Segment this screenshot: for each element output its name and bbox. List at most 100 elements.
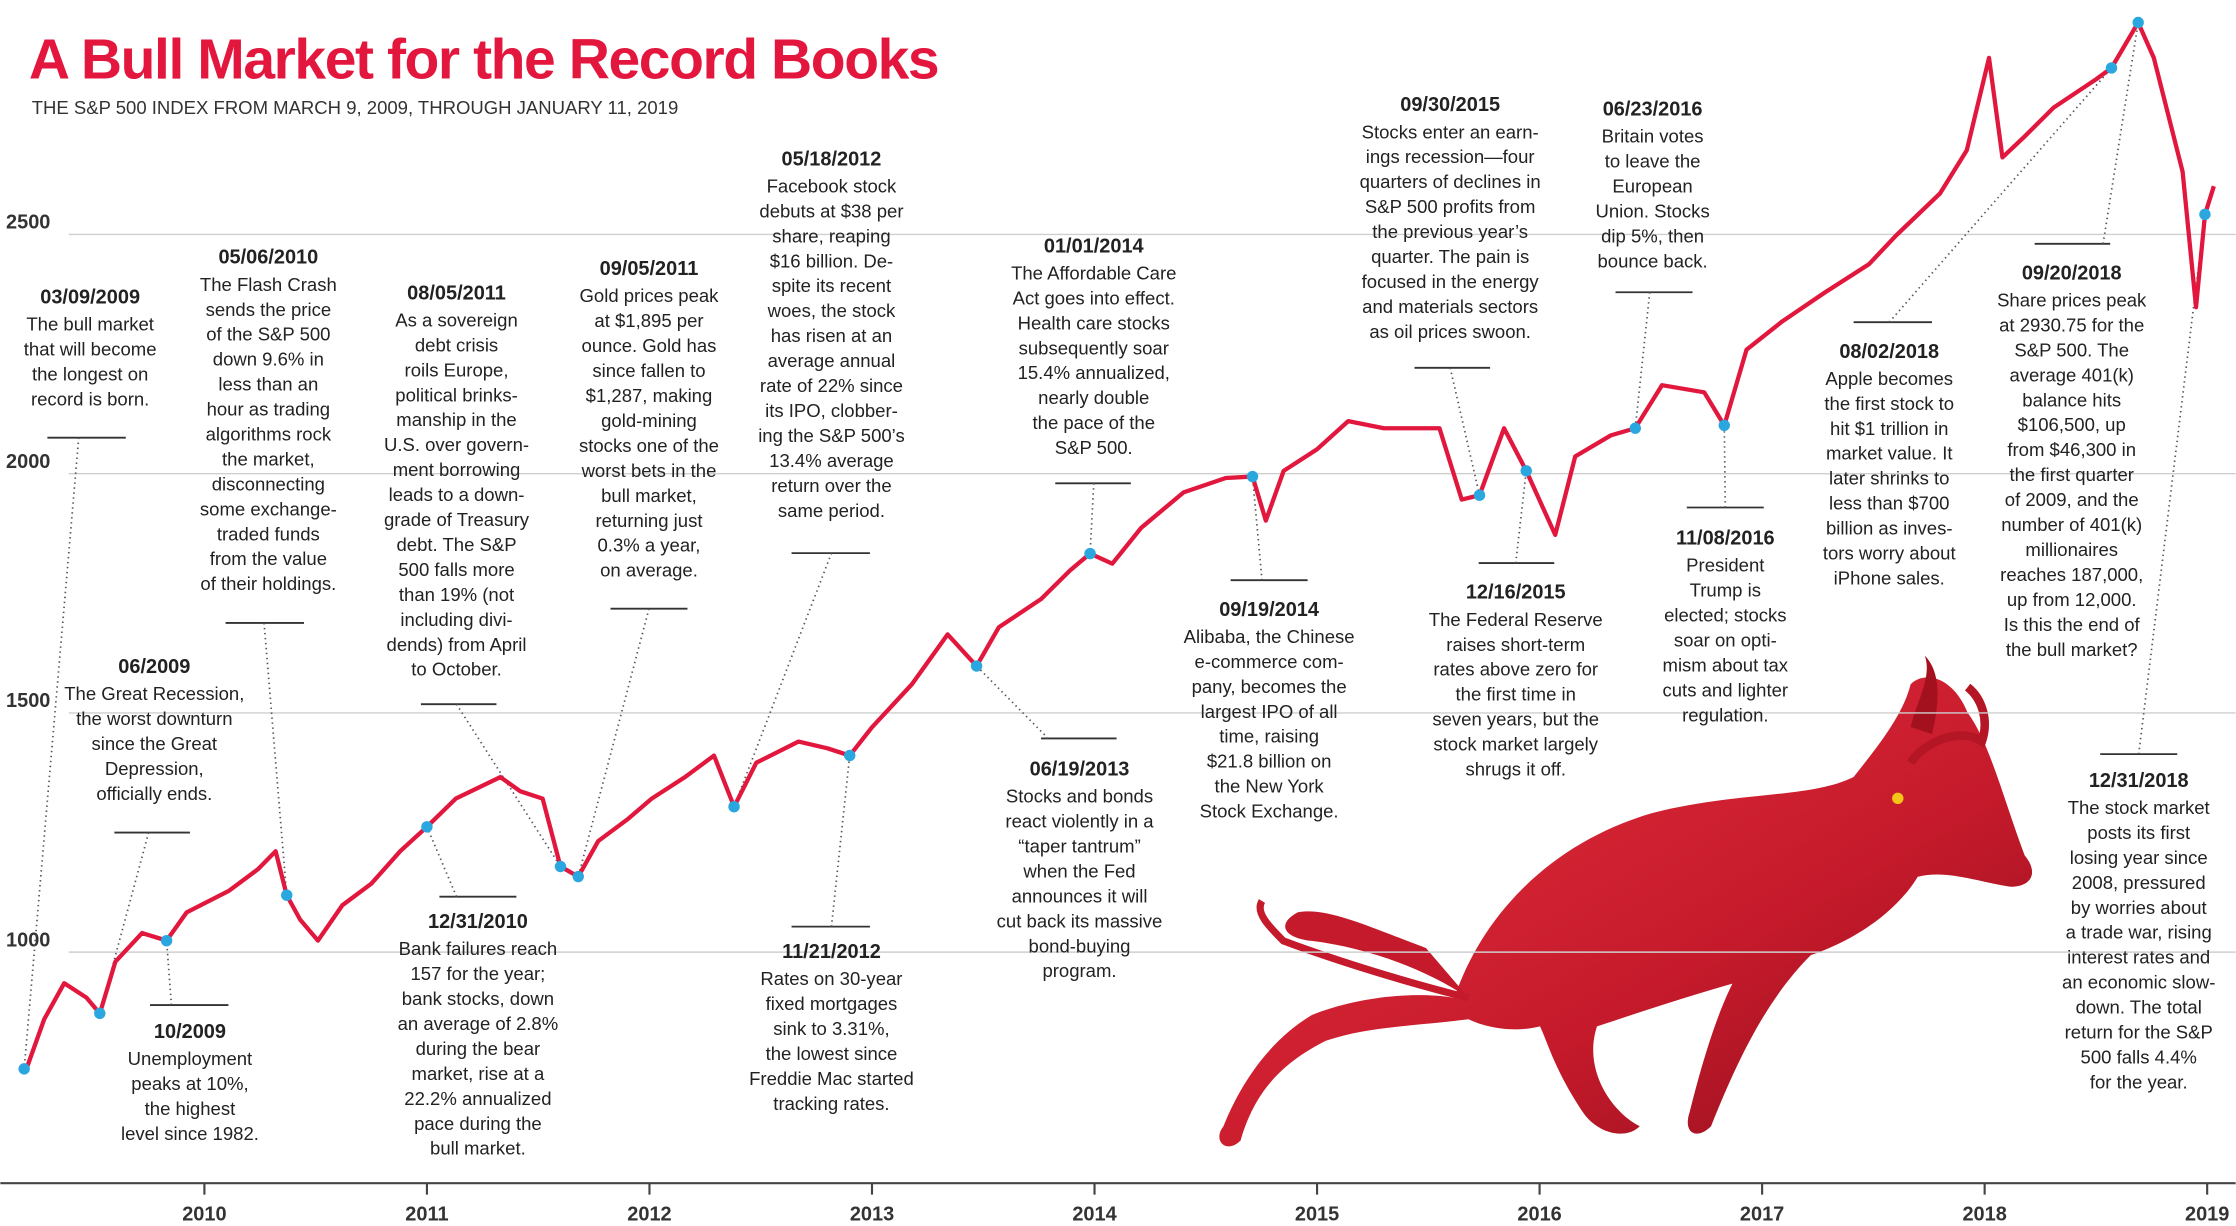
leader-line <box>165 940 173 1006</box>
annotation-text: 2008, pressured <box>2072 872 2206 893</box>
event-marker <box>1520 465 1532 477</box>
annotation-text: 22.2% annualized <box>404 1088 551 1109</box>
annotation-text: the pace of the <box>1033 412 1156 433</box>
x-tick-label: 2010 <box>182 1203 226 1225</box>
annotation-text: $106,500, up <box>2018 414 2126 435</box>
annotation-text: the market, <box>222 448 315 469</box>
annotation-text: tors worry about <box>1823 543 1957 564</box>
annotation-text: Act goes into effect. <box>1013 287 1175 308</box>
annotation-text: bond-buying <box>1029 935 1131 956</box>
event-marker <box>844 749 856 762</box>
annotation-text: than 19% (not <box>399 584 515 605</box>
annotation-text: to leave the <box>1605 151 1701 172</box>
annotation-text: Bank failures reach <box>399 938 558 959</box>
annotation-text: hour as trading <box>207 399 331 420</box>
annotation-text: an economic slow- <box>2062 972 2215 993</box>
annotation-text: the first stock to <box>1824 393 1954 414</box>
event-marker <box>421 821 433 833</box>
annotation-text: spite its recent <box>772 275 892 296</box>
annotation-text: bank stocks, down <box>402 988 554 1009</box>
annotation-text: bull market, <box>601 485 697 506</box>
annotation-text: cut back its massive <box>997 910 1163 931</box>
annotation-text: up from 12,000. <box>2007 589 2137 610</box>
leader-line <box>577 608 650 877</box>
annotation-text: 15.4% annualized, <box>1018 362 1170 383</box>
annotation-text: Is this the end of <box>2004 614 2141 635</box>
annotation-text: 13.4% average <box>769 450 894 471</box>
annotation-text: including divi- <box>400 609 512 630</box>
annotation-text: The bull market <box>26 314 154 335</box>
annotation-text: market, rise at a <box>412 1063 545 1084</box>
annotation-text: bull market. <box>430 1138 526 1159</box>
annotation-text: sends the price <box>206 299 332 320</box>
annotation-text: tracking rates. <box>773 1093 889 1114</box>
annotation-text: the first time in <box>1456 684 1576 705</box>
annotation-text: react violently in a <box>1005 811 1154 832</box>
leader-line <box>733 552 833 807</box>
event-marker <box>970 660 983 672</box>
annotation-date: 12/31/2010 <box>428 911 528 933</box>
annotation-text: of their holdings. <box>200 573 336 594</box>
annotation-date: 08/05/2011 <box>407 282 506 304</box>
x-tick-label: 2017 <box>1740 1203 1784 1225</box>
annotation-text: interest rates and <box>2067 947 2210 968</box>
annotation-text: nearly double <box>1038 387 1149 408</box>
annotation-text: quarters of declines in <box>1360 171 1541 192</box>
annotation-text: at $1,895 per <box>594 310 703 331</box>
annotation-text: President <box>1686 555 1765 576</box>
annotation-date: 06/19/2013 <box>1030 759 1130 781</box>
annotation-text: 0.3% a year, <box>598 535 701 556</box>
annotation-text: to October. <box>411 659 502 680</box>
annotation-text: ment borrowing <box>393 459 521 480</box>
annotation-text: down 9.6% in <box>213 349 324 370</box>
annotation-text: pany, becomes the <box>1192 676 1347 697</box>
annotation-date: 12/16/2015 <box>1466 582 1566 604</box>
leader-line <box>2137 214 2206 755</box>
y-tick-label: 1000 <box>6 929 50 951</box>
leader-line <box>23 437 80 1069</box>
annotation-text: raises short-term <box>1446 634 1585 655</box>
annotation-text: average 401(k) <box>2009 364 2134 385</box>
annotation-text: stock market largely <box>1433 734 1598 755</box>
annotation-text: by worries about <box>2071 897 2208 918</box>
event-marker <box>160 934 173 947</box>
annotation-text: at 2930.75 for the <box>1999 314 2144 335</box>
annotations: 03/09/2009 The bull market that will becom… <box>23 22 2215 1159</box>
event-marker <box>1718 419 1730 432</box>
annotation-text: return over the <box>771 475 891 496</box>
annotation-text: its IPO, clobber- <box>765 400 898 421</box>
annotation-text: the longest on <box>32 364 148 385</box>
leader-line <box>830 755 851 927</box>
annotation-text: 157 for the year; <box>410 963 545 984</box>
annotation-text: Stock Exchange. <box>1200 801 1339 822</box>
annotation-text: woes, the stock <box>767 300 896 321</box>
annotation-text: number of 401(k) <box>2001 514 2142 535</box>
annotation-text: since the Great <box>92 733 218 754</box>
annotation-text: ing the S&P 500’s <box>758 425 905 446</box>
event-marker <box>2132 16 2144 29</box>
x-tick-label: 2015 <box>1295 1203 1339 1225</box>
annotation-text: The Federal Reserve <box>1429 609 1603 630</box>
annotation-text: time, raising <box>1219 726 1319 747</box>
annotation-date: 05/06/2010 <box>218 247 318 269</box>
annotation-text: millionaires <box>2025 539 2118 560</box>
annotation-text: pace during the <box>414 1113 542 1134</box>
x-tick-label: 2013 <box>850 1203 894 1225</box>
leader-line <box>975 665 1049 740</box>
annotation-text: has risen at an <box>771 325 892 346</box>
annotation-text: when the Fed <box>1022 860 1135 881</box>
annotation-text: program. <box>1042 960 1116 981</box>
annotation-text: share, reaping <box>772 225 890 246</box>
annotation-text: grade of Treasury <box>384 509 530 530</box>
annotation-text: Facebook stock <box>767 175 897 196</box>
annotation-date: 12/31/2018 <box>2089 770 2189 792</box>
annotation-text: return for the S&P <box>2065 1022 2213 1043</box>
annotation-date: 09/30/2015 <box>1400 94 1500 116</box>
annotation-text: Unemployment <box>128 1048 253 1069</box>
annotation-text: Britain votes <box>1602 126 1704 147</box>
grid <box>68 233 2236 953</box>
annotation-text: U.S. over govern- <box>384 434 529 455</box>
bull-leg <box>1285 911 1469 998</box>
annotation-text: market value. It <box>1826 443 1953 464</box>
annotation-text: of the S&P 500 <box>206 324 330 345</box>
